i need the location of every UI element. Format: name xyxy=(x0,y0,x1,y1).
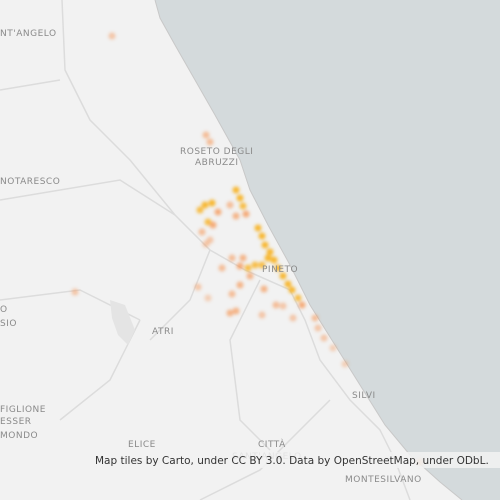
place-label: MONTESILVANO xyxy=(345,475,422,485)
roads xyxy=(0,0,411,501)
heat-point xyxy=(202,240,210,248)
lake xyxy=(110,300,135,345)
heat-point xyxy=(198,228,206,236)
attribution: Map tiles by Carto, under CC BY 3.0. Dat… xyxy=(95,455,489,467)
heat-point xyxy=(314,324,322,332)
heat-point xyxy=(236,194,244,202)
heat-point xyxy=(244,264,252,272)
place-label: MONDO xyxy=(0,431,38,441)
heat-point xyxy=(320,334,328,342)
heat-point xyxy=(228,254,236,262)
heat-point xyxy=(258,311,266,319)
heat-layer xyxy=(71,32,424,466)
place-label: ESSER xyxy=(0,417,32,427)
heat-point xyxy=(246,272,254,280)
heat-point xyxy=(254,224,262,232)
place-label: ELICE xyxy=(128,440,156,450)
heat-point xyxy=(209,221,217,229)
heat-point xyxy=(274,264,282,272)
heat-point xyxy=(71,288,79,296)
heat-point xyxy=(226,309,234,317)
place-label: NT'ANGELO xyxy=(0,29,57,39)
heat-point xyxy=(289,314,297,322)
heat-point xyxy=(239,202,247,210)
heat-point xyxy=(214,208,222,216)
heat-point xyxy=(239,254,247,262)
place-label: SIO xyxy=(0,319,17,329)
heat-point xyxy=(284,280,292,288)
heat-point xyxy=(232,307,240,315)
heat-point xyxy=(266,248,274,256)
place-label: PINETO xyxy=(262,265,298,275)
heat-point xyxy=(218,264,226,272)
heat-point xyxy=(258,232,266,240)
heat-point xyxy=(329,344,337,352)
heat-point xyxy=(264,254,272,262)
place-label: ATRI xyxy=(152,327,174,337)
sea xyxy=(155,0,500,500)
place-label: ROSETO DEGLI xyxy=(180,147,253,157)
place-label: FIGLIONE xyxy=(0,405,46,415)
place-label: ABRUZZI xyxy=(195,158,239,168)
heat-point xyxy=(236,281,244,289)
heat-point xyxy=(204,294,212,302)
heat-point xyxy=(311,314,319,322)
heat-point xyxy=(260,285,268,293)
place-label: NOTARESCO xyxy=(0,177,60,187)
heat-point xyxy=(341,360,349,368)
heat-point xyxy=(258,261,266,269)
heat-point xyxy=(208,199,216,207)
heat-point xyxy=(270,256,278,264)
heat-point xyxy=(272,301,280,309)
heat-point xyxy=(232,186,240,194)
heat-point xyxy=(226,201,234,209)
heat-point xyxy=(232,212,240,220)
attribution-bg xyxy=(92,452,500,468)
place-label: SILVI xyxy=(352,391,376,401)
heat-point xyxy=(251,261,259,269)
heat-point xyxy=(108,32,116,40)
heat-point xyxy=(228,290,236,298)
heat-point xyxy=(206,138,214,146)
heat-point xyxy=(202,131,210,139)
coastline xyxy=(154,0,463,501)
heat-point xyxy=(288,286,296,294)
heat-point xyxy=(196,206,204,214)
heat-point xyxy=(201,201,209,209)
heat-point xyxy=(298,301,306,309)
heat-point xyxy=(194,283,202,291)
heat-point xyxy=(279,302,287,310)
place-label: CITTÀ xyxy=(258,438,286,450)
heat-point xyxy=(261,241,269,249)
place-label: O xyxy=(0,305,8,315)
heat-point xyxy=(279,272,287,280)
heat-point xyxy=(236,262,244,270)
heat-point xyxy=(242,210,250,218)
heat-point xyxy=(294,294,302,302)
